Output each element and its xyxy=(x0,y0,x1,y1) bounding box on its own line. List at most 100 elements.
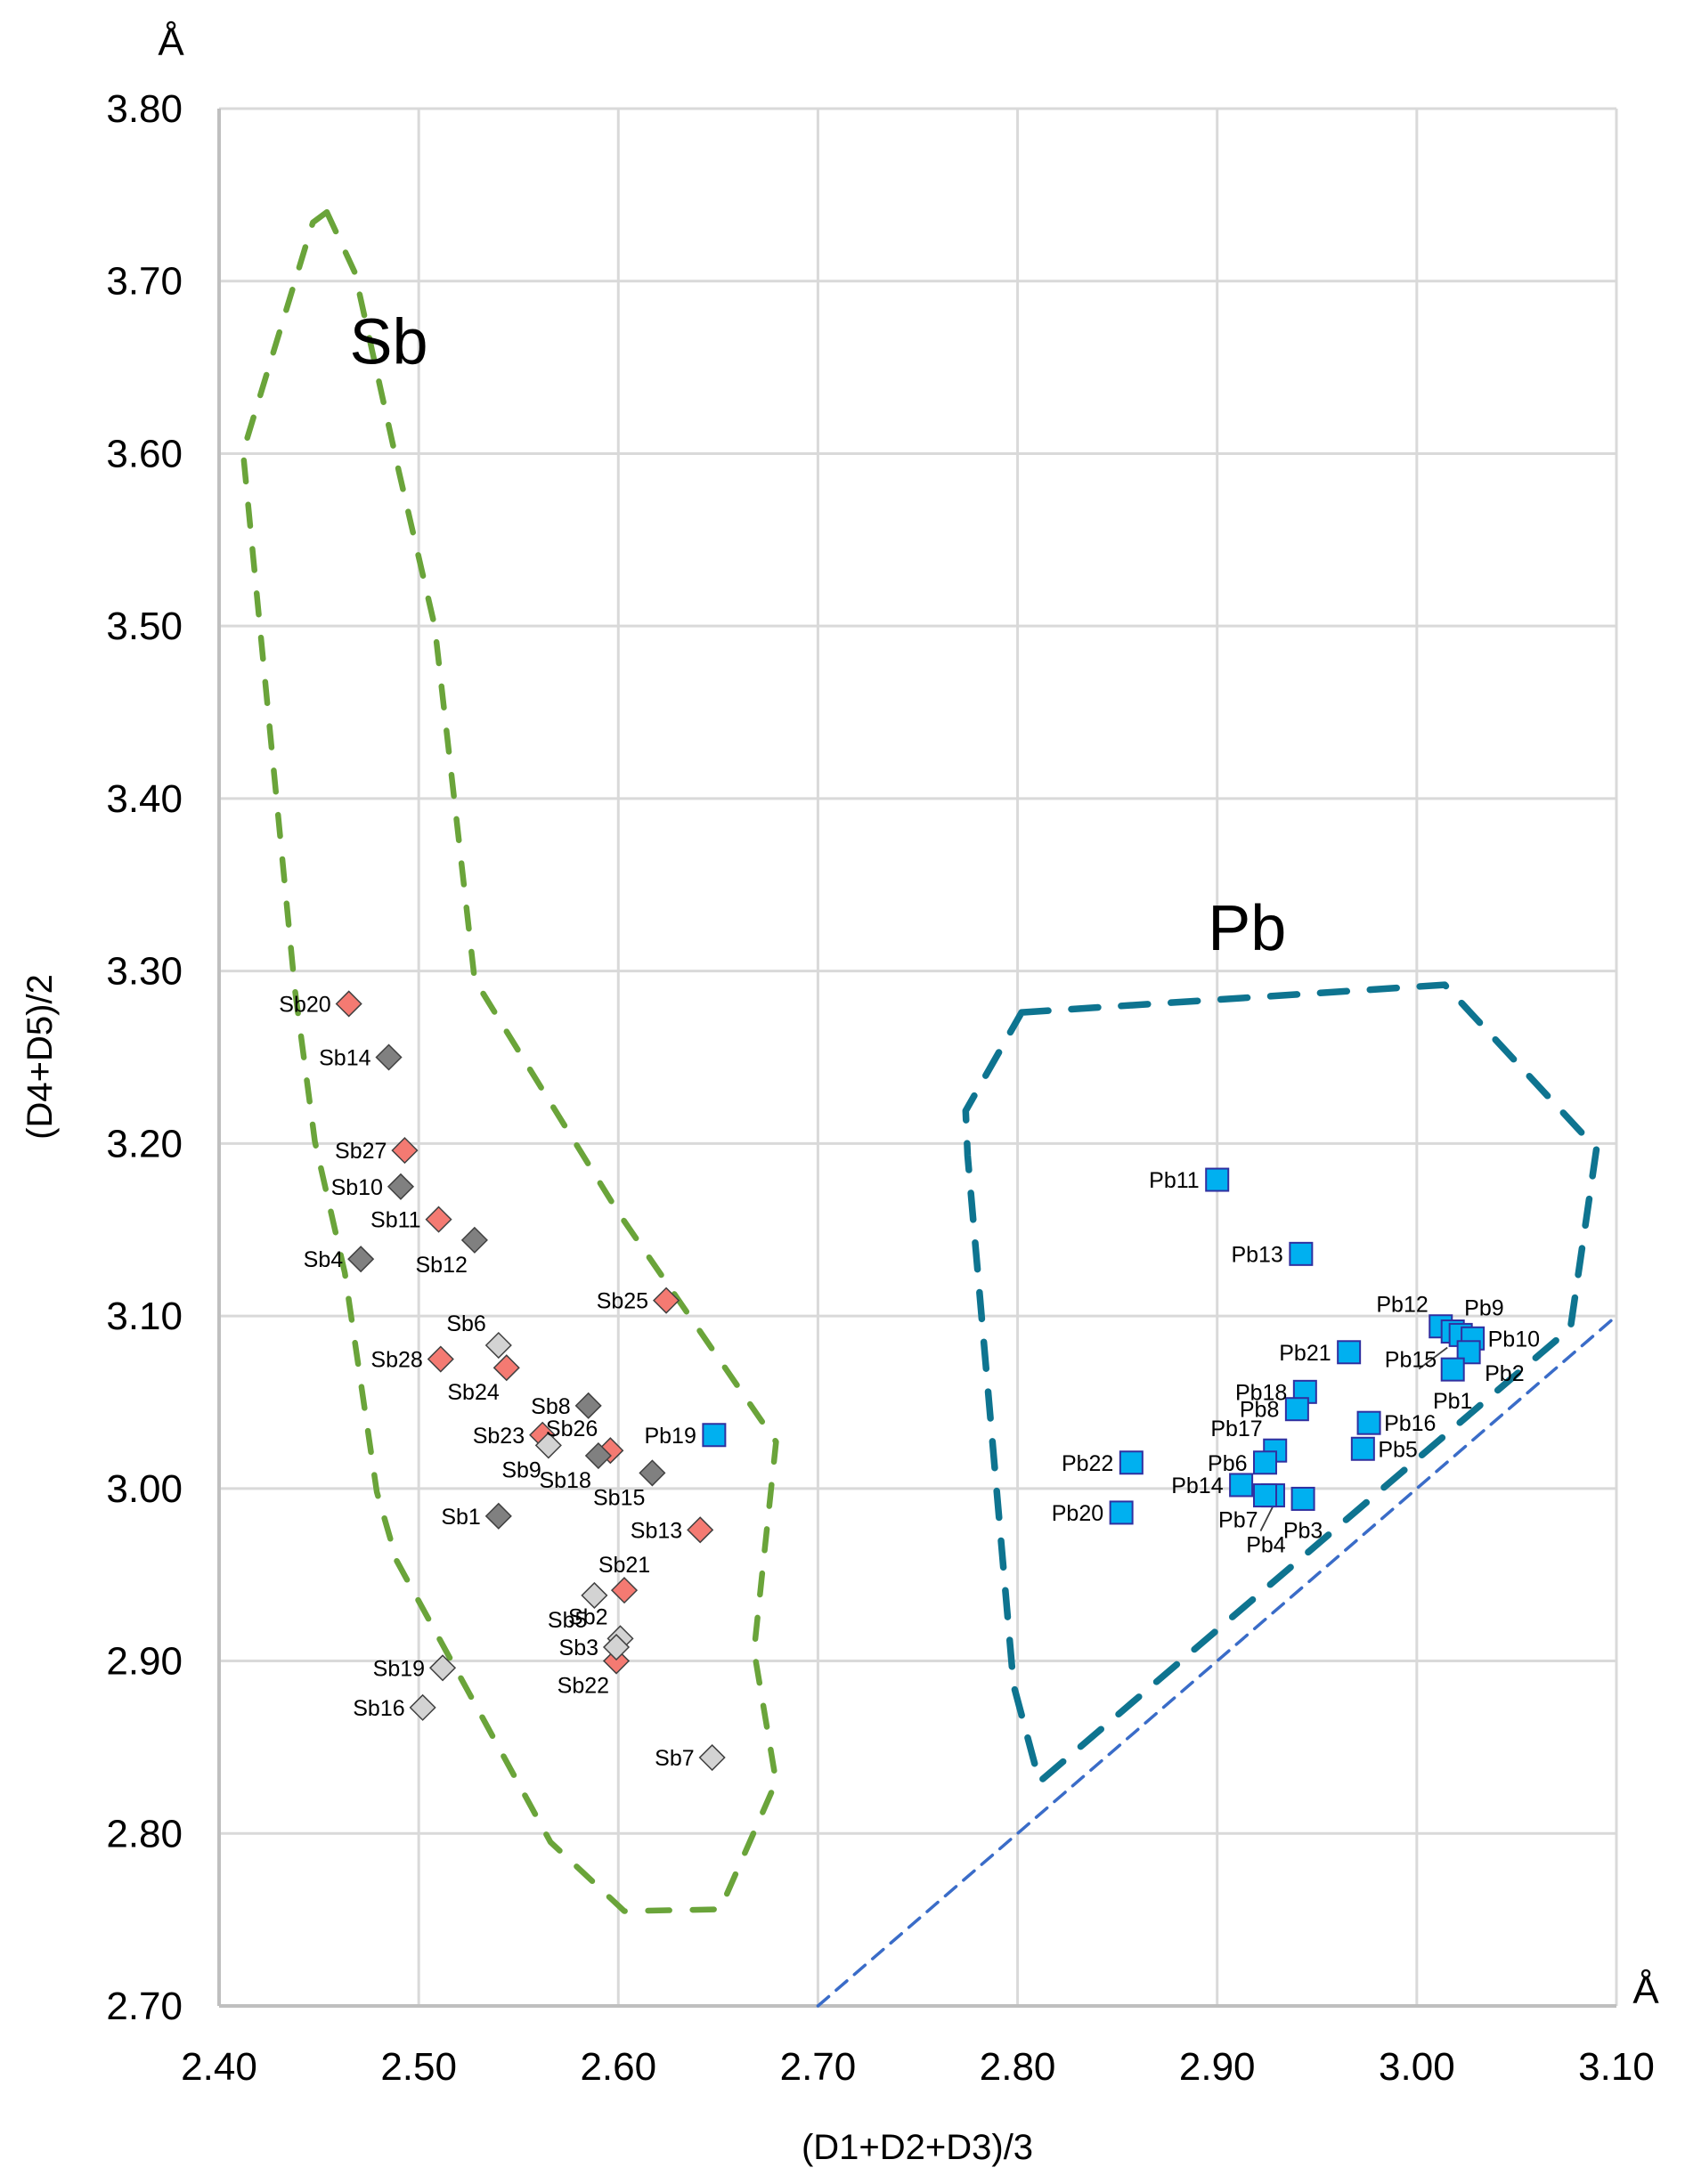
x-tick-label: 2.90 xyxy=(1179,2045,1256,2089)
point-label-pb5: Pb5 xyxy=(1378,1437,1417,1462)
point-label-sb19: Sb19 xyxy=(373,1656,425,1681)
marker-pb6 xyxy=(1253,1450,1278,1475)
point-label-pb12: Pb12 xyxy=(1376,1293,1428,1318)
point-label-sb9: Sb9 xyxy=(501,1457,541,1482)
point-label-pb10: Pb10 xyxy=(1488,1327,1540,1352)
point-labels: Sb20 Sb27 Sb11 Sb25 Sb28 Sb24 Sb23 Sb26 Sb13 Sb21… xyxy=(279,992,1540,1771)
marker-sb11 xyxy=(425,1206,452,1233)
marker-pb19 xyxy=(702,1423,727,1448)
marker-sb21 xyxy=(610,1577,639,1604)
marker-sb13 xyxy=(687,1516,714,1544)
y-tick-label: 2.90 xyxy=(106,1640,183,1684)
reference-line-group xyxy=(816,1314,1618,2008)
marker-sb22 xyxy=(602,1647,631,1675)
leader-line-pb15 xyxy=(1418,1346,1448,1370)
marker-pb16 xyxy=(1356,1410,1381,1435)
point-label-pb2: Pb2 xyxy=(1485,1361,1524,1386)
marker-sb15 xyxy=(639,1459,666,1487)
point-label-pb16: Pb16 xyxy=(1384,1411,1436,1436)
marker-sb5 xyxy=(581,1581,608,1609)
y-tick-label: 2.70 xyxy=(106,1985,183,2028)
point-label-sb14: Sb14 xyxy=(319,1046,370,1071)
region-label-sb: Sb xyxy=(349,307,427,378)
point-label-sb18: Sb18 xyxy=(539,1468,590,1493)
point-label-pb17: Pb17 xyxy=(1210,1417,1262,1441)
point-label-pb8: Pb8 xyxy=(1240,1398,1279,1423)
point-label-pb9: Pb9 xyxy=(1464,1295,1503,1320)
point-label-pb7: Pb7 xyxy=(1218,1508,1258,1533)
marker-sb16 xyxy=(409,1693,436,1721)
point-label-sb25: Sb25 xyxy=(597,1289,648,1314)
x-tick-label: 2.60 xyxy=(580,2045,656,2089)
point-label-sb26: Sb26 xyxy=(546,1417,598,1441)
x-unit-label: Å xyxy=(1632,1969,1659,2012)
y-axis-title: (D4+D5)/2 xyxy=(20,974,60,1140)
point-label-sb20: Sb20 xyxy=(279,992,330,1017)
marker-sb4 xyxy=(347,1246,375,1273)
y-tick-label: 3.70 xyxy=(106,260,183,304)
grid xyxy=(217,107,1618,2008)
point-label-sb3: Sb3 xyxy=(559,1636,598,1660)
point-label-sb5: Sb5 xyxy=(548,1608,587,1633)
point-label-sb1: Sb1 xyxy=(441,1505,480,1530)
sb-field-hull xyxy=(240,208,779,1914)
marker-sb28 xyxy=(427,1345,454,1373)
point-label-sb22: Sb22 xyxy=(558,1674,609,1699)
marker-sb14 xyxy=(375,1043,403,1071)
marker-sb19 xyxy=(428,1654,457,1682)
point-label-sb13: Sb13 xyxy=(631,1518,682,1543)
point-label-pb14: Pb14 xyxy=(1171,1474,1223,1498)
x-tick-label: 2.80 xyxy=(980,2045,1056,2089)
marker-pb7 xyxy=(1253,1483,1278,1508)
marker-sb6 xyxy=(484,1331,512,1360)
marker-pb1 xyxy=(1440,1357,1465,1382)
marker-pb21 xyxy=(1337,1340,1362,1365)
point-label-sb21: Sb21 xyxy=(598,1553,650,1578)
hull-group xyxy=(240,208,1600,1914)
axes xyxy=(217,109,1616,2008)
reference-line xyxy=(816,1314,1618,2008)
point-label-sb10: Sb10 xyxy=(331,1175,383,1200)
point-label-pb13: Pb13 xyxy=(1231,1242,1282,1267)
marker-sb24 xyxy=(492,1354,520,1382)
y-unit-label: Å xyxy=(158,20,184,64)
marker-pb13 xyxy=(1289,1241,1314,1266)
marker-sb3 xyxy=(602,1633,631,1661)
point-label-sb23: Sb23 xyxy=(473,1424,525,1449)
point-label-sb12: Sb12 xyxy=(416,1253,468,1278)
y-tick-label: 3.80 xyxy=(106,87,183,131)
marker-sb18 xyxy=(584,1441,612,1470)
marker-sb27 xyxy=(391,1137,419,1165)
marker-pb5 xyxy=(1350,1436,1375,1461)
marker-pb3 xyxy=(1290,1486,1315,1511)
y-tick-label: 3.20 xyxy=(106,1122,183,1165)
marker-pb8 xyxy=(1284,1397,1309,1422)
point-label-sb11: Sb11 xyxy=(370,1208,421,1233)
x-tick-label: 2.40 xyxy=(181,2045,257,2089)
y-tick-label: 3.30 xyxy=(106,950,183,994)
point-label-pb1: Pb1 xyxy=(1433,1389,1472,1414)
point-label-pb22: Pb22 xyxy=(1062,1451,1113,1476)
point-label-sb24: Sb24 xyxy=(447,1380,499,1405)
y-tick-label: 2.80 xyxy=(106,1812,183,1855)
point-label-sb7: Sb7 xyxy=(655,1746,694,1771)
x-axis-title: (D1+D2+D3)/3 xyxy=(802,2128,1033,2167)
marker-sb9 xyxy=(534,1432,562,1459)
marker-sb1 xyxy=(484,1502,512,1530)
marker-pb11 xyxy=(1205,1167,1230,1192)
marker-pb20 xyxy=(1109,1500,1134,1525)
region-label-pb: Pb xyxy=(1208,893,1286,964)
y-tick-label: 3.60 xyxy=(106,432,183,475)
marker-sb12 xyxy=(460,1226,488,1254)
point-label-sb15: Sb15 xyxy=(593,1485,645,1510)
marker-sb25 xyxy=(653,1287,680,1314)
y-tick-label: 3.50 xyxy=(106,605,183,648)
x-tick-label: 2.50 xyxy=(380,2045,457,2089)
point-label-pb3: Pb3 xyxy=(1283,1518,1323,1543)
point-label-pb19: Pb19 xyxy=(644,1424,696,1449)
point-label-sb4: Sb4 xyxy=(304,1247,344,1272)
data-points xyxy=(335,990,1486,1772)
point-label-pb20: Pb20 xyxy=(1052,1501,1103,1526)
pb-field-hull xyxy=(962,981,1600,1785)
